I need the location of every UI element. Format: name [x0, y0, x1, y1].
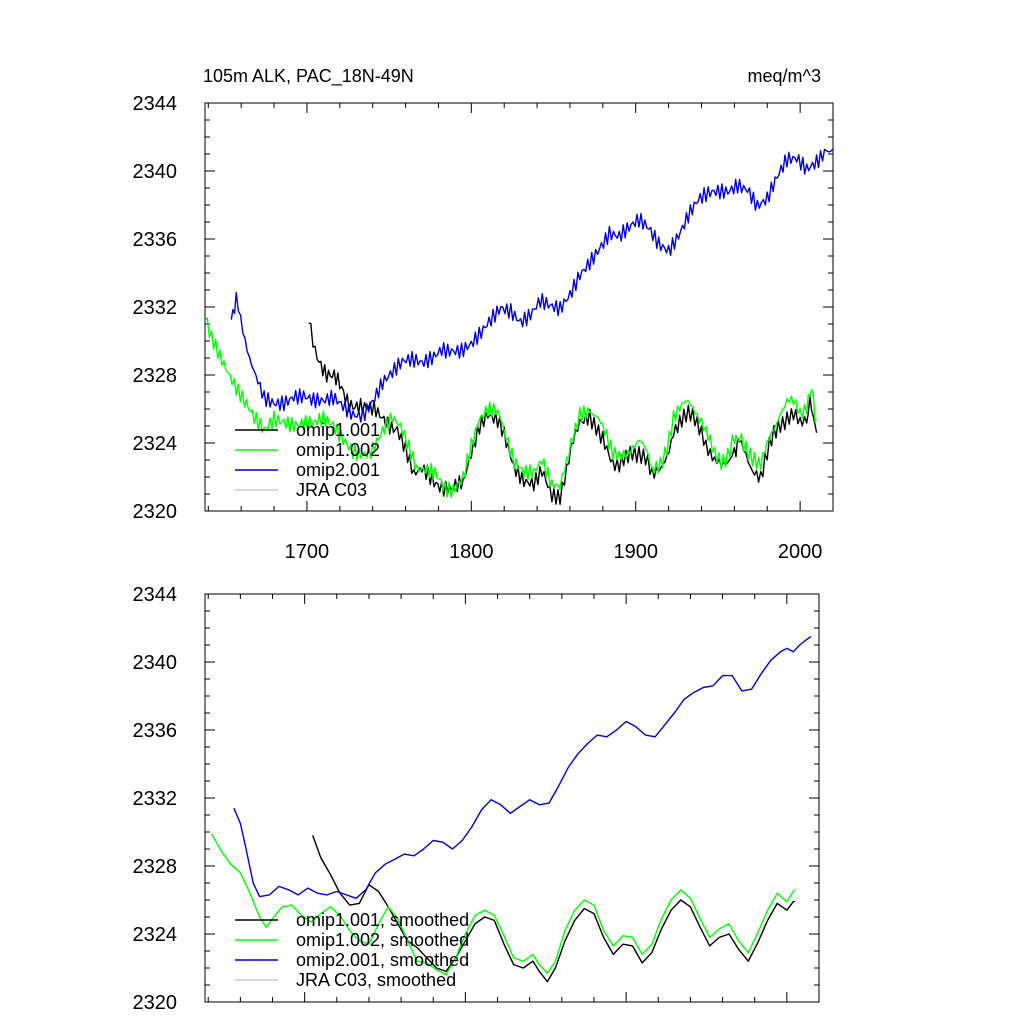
legend-entry: omip1.002: [296, 440, 380, 460]
series-line-omip1-002: [205, 317, 818, 498]
y-tick-label: 2344: [133, 93, 178, 115]
y-tick-label: 2328: [133, 365, 178, 387]
legend-entry: omip1.001: [296, 420, 380, 440]
y-tick-label: 2332: [133, 297, 178, 319]
y-tick-label: 2336: [133, 229, 178, 251]
series-line-omip1-001: [308, 322, 818, 505]
y-tick-label: 2324: [133, 433, 178, 455]
x-tick-label: 1800: [449, 541, 494, 563]
chart-title: 105m ALK, PAC_18N-49N: [203, 66, 414, 86]
y-tick-label: 2340: [133, 161, 178, 183]
x-tick-label: 2000: [778, 541, 823, 563]
series-line-omip2-001: [230, 148, 833, 423]
legend-entry: JRA C03: [296, 480, 367, 500]
x-tick-label: 1700: [285, 541, 330, 563]
y-tick-label: 2320: [133, 501, 178, 523]
legend-entry: omip2.001: [296, 460, 380, 480]
x-tick-label: 1900: [613, 541, 658, 563]
units-label: meq/m^3: [747, 66, 821, 86]
